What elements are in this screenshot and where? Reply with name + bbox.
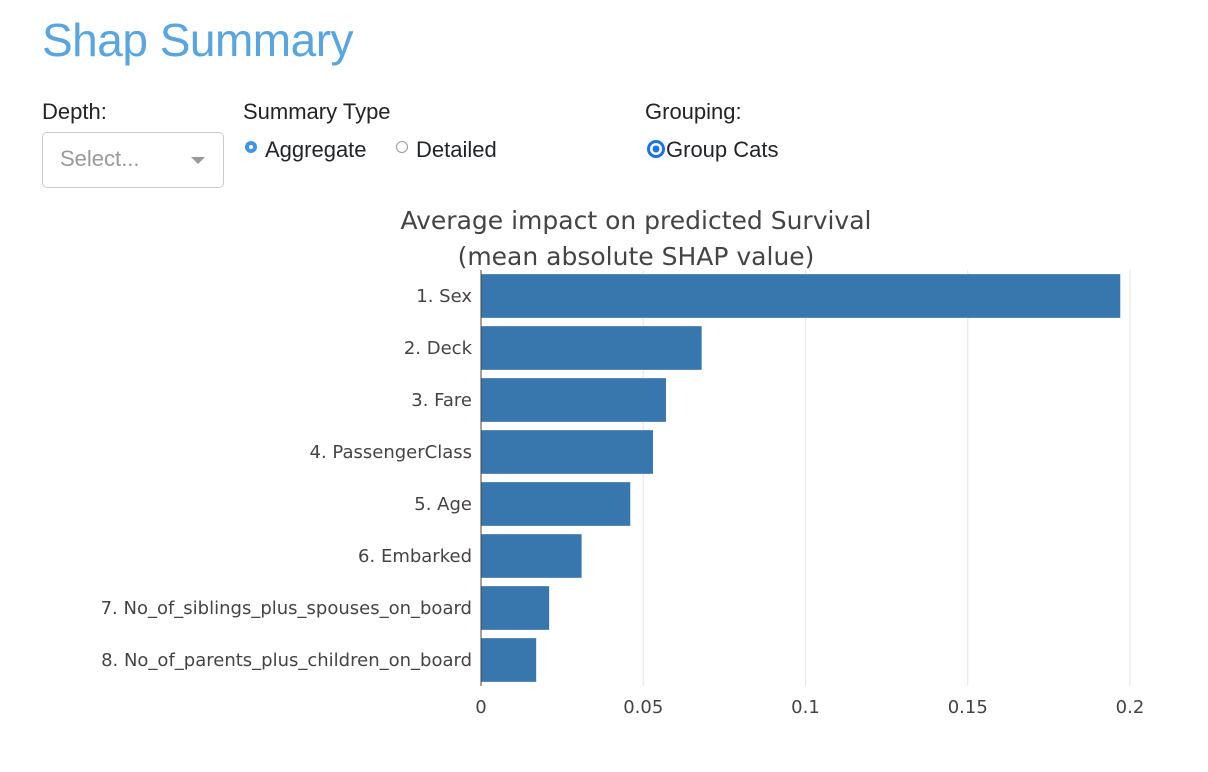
bar-5 — [481, 482, 631, 526]
radio-aggregate[interactable]: Aggregate — [245, 136, 367, 164]
y-category-label: 1. Sex — [416, 286, 472, 307]
checkbox-group-cats[interactable]: Group Cats — [647, 136, 779, 164]
x-tick-label: 0.2 — [1116, 697, 1145, 718]
depth-dropdown[interactable]: Select... — [42, 132, 224, 188]
radio-detailed-indicator[interactable] — [396, 141, 408, 153]
bar-6 — [481, 534, 582, 578]
y-category-label: 8. No_of_parents_plus_children_on_board — [101, 650, 472, 671]
radio-aggregate-indicator[interactable] — [245, 141, 257, 153]
bar-1 — [481, 274, 1121, 318]
bar-4 — [481, 430, 653, 474]
x-tick-label: 0.1 — [791, 697, 820, 718]
page-title: Shap Summary — [42, 14, 354, 66]
bar-8 — [481, 638, 537, 682]
chevron-down-icon — [191, 157, 205, 164]
y-category-label: 3. Fare — [411, 390, 472, 411]
y-category-label: 5. Age — [414, 494, 472, 515]
y-category-label: 6. Embarked — [358, 546, 472, 567]
x-tick-label: 0.05 — [623, 697, 663, 718]
depth-placeholder: Select... — [60, 146, 140, 171]
bar-7 — [481, 586, 550, 630]
y-category-label: 2. Deck — [404, 338, 473, 359]
summary-type-label: Summary Type — [243, 99, 391, 124]
chart-title-line: (mean absolute SHAP value) — [458, 242, 815, 271]
radio-detailed-label: Detailed — [416, 137, 497, 162]
y-category-label: 7. No_of_siblings_plus_spouses_on_board — [101, 598, 472, 619]
group-cats-label: Group Cats — [666, 137, 779, 162]
chart-title-line: Average impact on predicted Survival — [400, 206, 871, 235]
depth-label: Depth: — [42, 99, 107, 124]
radio-aggregate-label: Aggregate — [265, 137, 367, 162]
y-category-label: 4. PassengerClass — [310, 442, 472, 463]
group-cats-indicator[interactable] — [647, 140, 665, 158]
bar-3 — [481, 378, 666, 422]
x-tick-label: 0 — [475, 697, 486, 718]
bar-2 — [481, 326, 702, 370]
radio-detailed[interactable]: Detailed — [396, 136, 497, 164]
grouping-label: Grouping: — [645, 99, 742, 124]
x-tick-label: 0.15 — [948, 697, 988, 718]
